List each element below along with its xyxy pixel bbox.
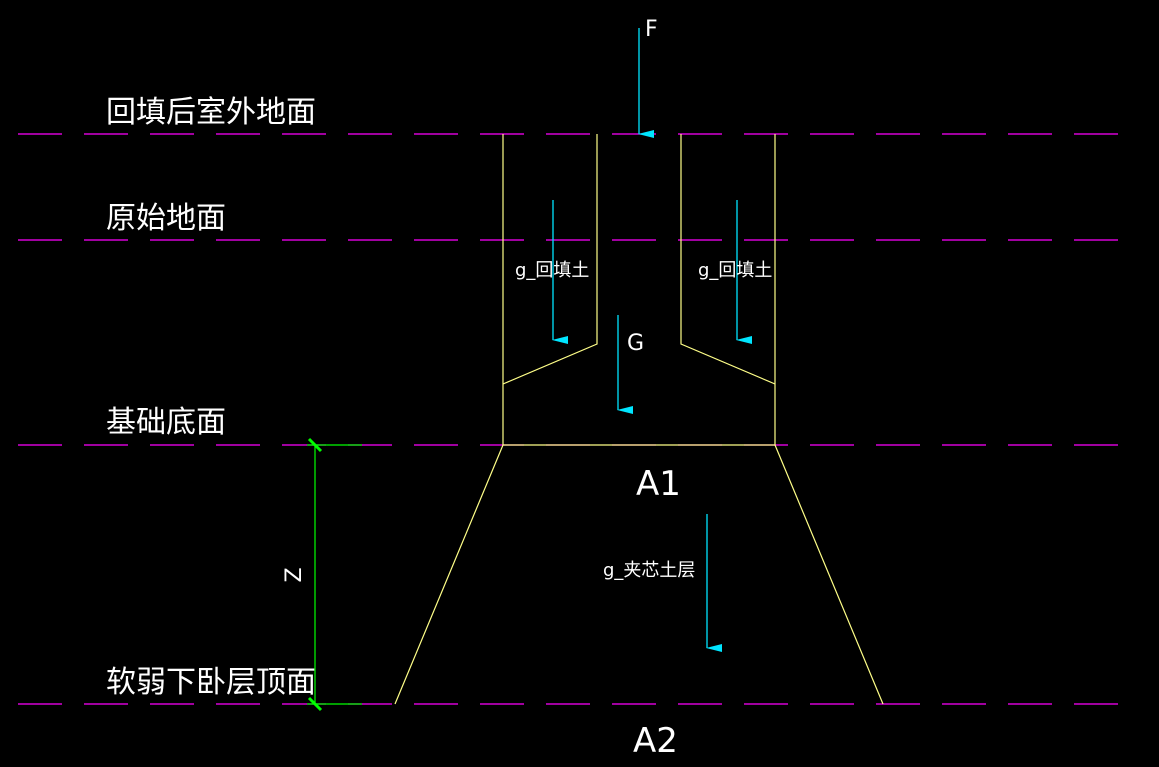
label-foundation-bottom: 基础底面	[106, 405, 226, 440]
foundation-left-pier	[502, 134, 598, 385]
dimension-tick-top	[307, 437, 323, 453]
stress-spread-left	[394, 444, 504, 705]
stress-spread-right	[774, 444, 884, 705]
label-G: G	[627, 331, 644, 356]
foundation-outline	[394, 134, 884, 705]
label-area-A2: A2	[633, 721, 678, 761]
label-backfilled-outdoor-ground: 回填后室外地面	[106, 95, 316, 130]
label-g-backfill-left: g_回填土	[515, 260, 589, 281]
foundation-right-pier	[680, 134, 776, 385]
label-weak-layer-top: 软弱下卧层顶面	[106, 665, 316, 700]
dimension-z	[307, 437, 362, 712]
load-arrows	[552, 28, 752, 652]
label-dimension-z: Z	[282, 567, 307, 582]
dimension-tick-bottom	[307, 696, 323, 712]
label-original-ground: 原始地面	[106, 201, 226, 236]
label-g-interlayer: g_夹芯土层	[603, 560, 695, 581]
label-F: F	[645, 17, 658, 42]
label-g-backfill-right: g_回填土	[698, 260, 772, 281]
label-area-A1: A1	[636, 464, 681, 504]
